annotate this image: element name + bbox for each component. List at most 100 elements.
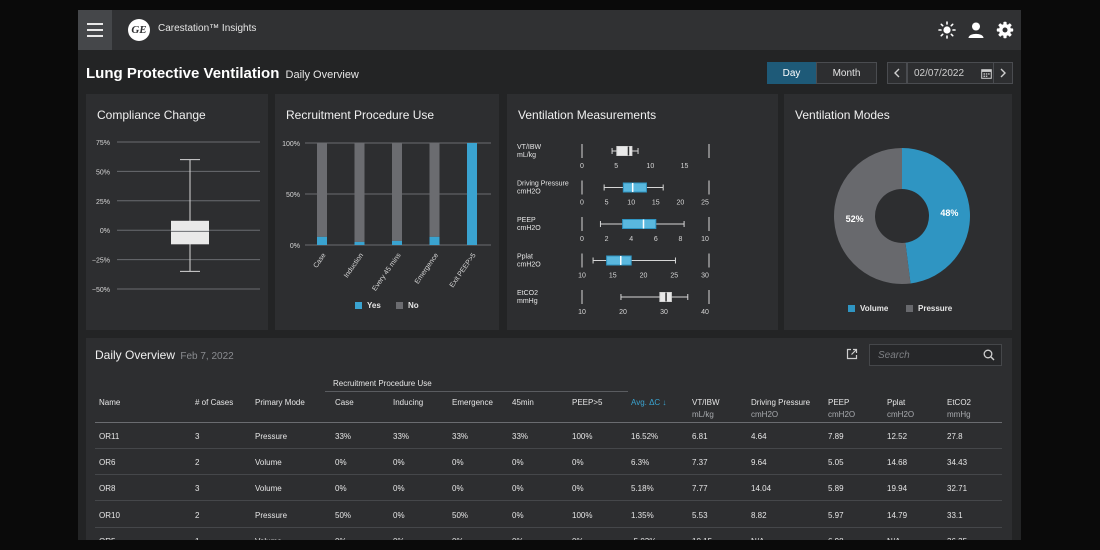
table-cell: 0% (393, 510, 405, 520)
table-cell: 7.89 (828, 432, 844, 441)
table-row[interactable]: OR11 3 Pressure 33% 33% 33% 33% 100% 16.52% 6.81 4… (95, 423, 1002, 449)
table-cell: 0% (572, 484, 584, 494)
slice-label: 48% (940, 208, 958, 218)
column-header[interactable]: Avg. ΔC ↓ (631, 398, 666, 407)
column-header-label: Emergence (452, 398, 493, 407)
column-header[interactable]: PEEP>5 (572, 398, 602, 407)
column-header[interactable]: Emergence (452, 398, 493, 407)
legend-label-no: No (408, 301, 419, 310)
y-tick-label: 0% (100, 228, 110, 235)
column-header-unit: cmH2O (828, 410, 856, 419)
external-link-icon[interactable] (846, 348, 858, 360)
gear-icon[interactable] (996, 21, 1014, 39)
table-title-text: Daily Overview (95, 348, 176, 362)
column-header[interactable]: Pplat cmH2O (887, 398, 914, 419)
column-header[interactable]: Name (99, 398, 120, 407)
column-header-unit: cmH2O (887, 410, 915, 419)
measure-unit: cmH2O (517, 189, 541, 196)
bar-no (392, 143, 402, 241)
date-value: 02/07/2022 (914, 67, 965, 79)
table-cell: N/A (887, 537, 900, 540)
x-tick-label: 8 (678, 236, 682, 243)
measure-label: Driving Pressure (517, 181, 569, 188)
table-cell: OR8 (99, 484, 116, 494)
column-header-label: # of Cases (195, 398, 234, 407)
x-tick-label: 5 (605, 200, 609, 207)
chevron-left-icon[interactable] (887, 62, 907, 84)
y-tick-label: 50% (286, 192, 300, 199)
y-tick-label: 50% (96, 169, 110, 176)
table-cell: 1.35% (631, 510, 654, 520)
table-cell: OR11 (99, 432, 120, 441)
table-cell: 0% (512, 484, 524, 494)
page-title: Lung Protective Ventilation Daily Overvi… (86, 65, 359, 82)
column-header[interactable]: 45min (512, 398, 534, 407)
column-header[interactable]: Primary Mode (255, 398, 305, 407)
x-tick-label: 6 (654, 236, 658, 243)
table-cell: 7.77 (692, 484, 708, 494)
day-toggle[interactable]: Day (767, 62, 816, 84)
x-tick-label: 10 (701, 236, 709, 243)
x-tick-label: Induction (343, 252, 365, 279)
column-header-label: PEEP (828, 398, 850, 407)
bar-no (354, 143, 365, 242)
x-tick-label: 10 (646, 163, 654, 170)
column-header[interactable]: Inducing (393, 398, 423, 407)
table-row[interactable]: OR5 1 Volume 0% 0% 0% 0% 0% -5.03% 10.15 N/A 6.98 N/… (95, 528, 1002, 540)
table-cell: 0% (393, 458, 405, 468)
table-cell: -5.03% (631, 537, 656, 540)
x-tick-label: 20 (677, 200, 685, 207)
calendar-icon[interactable] (981, 68, 992, 79)
legend-swatch-yes (355, 302, 362, 309)
column-header[interactable]: Case (335, 398, 354, 407)
header-divider (95, 422, 1002, 423)
table-cell: 6.98 (828, 537, 844, 540)
date-picker[interactable]: 02/07/2022 (907, 62, 999, 84)
table-cell: 1 (195, 537, 199, 540)
user-icon[interactable] (967, 21, 985, 39)
table-cell: 14.68 (887, 458, 908, 468)
column-header[interactable]: Driving Pressure cmH2O (751, 398, 810, 419)
x-tick-label: 25 (670, 273, 678, 280)
table-cell: 33% (393, 432, 410, 441)
bar-yes (467, 143, 477, 245)
table-cell: 100% (572, 510, 593, 520)
column-header-label: VT/IBW (692, 398, 720, 407)
measure-unit: mL/kg (517, 152, 536, 159)
table-cell: Volume (255, 537, 282, 540)
table-cell: 19.94 (887, 484, 908, 494)
table-row[interactable]: OR10 2 Pressure 50% 0% 50% 0% 100% 1.35% 5.53 8.82… (95, 502, 1002, 528)
table-cell: 0% (335, 537, 347, 540)
table-cell: 5.18% (631, 484, 654, 494)
chevron-right-icon[interactable] (993, 62, 1013, 84)
x-tick-label: Case (313, 252, 328, 269)
table-row[interactable]: OR6 2 Volume 0% 0% 0% 0% 0% 6.3% 7.37 9.64 5.05 14.6… (95, 449, 1002, 476)
search-icon[interactable] (983, 349, 995, 361)
table-cell: 0% (512, 537, 524, 540)
x-tick-label: 10 (578, 273, 586, 280)
search-input[interactable] (870, 345, 980, 365)
app-window: GE Carestation™ Insights (78, 10, 1021, 540)
table-cell: 5.97 (828, 510, 844, 520)
column-header[interactable]: # of Cases (195, 398, 233, 407)
x-tick-label: 30 (660, 309, 668, 316)
card-title: Ventilation Measurements (518, 108, 657, 122)
column-header[interactable]: EtCO2 mmHg (947, 398, 971, 419)
month-toggle[interactable]: Month (816, 62, 877, 84)
y-tick-label: 75% (96, 140, 110, 147)
sun-icon[interactable] (938, 21, 956, 39)
column-header-unit: mL/kg (692, 410, 714, 419)
column-header[interactable]: VT/IBW mL/kg (692, 398, 720, 419)
table-cell: 33% (512, 432, 529, 441)
bar-yes (354, 241, 365, 245)
table-cell: Pressure (255, 432, 288, 441)
table-cell: 5.53 (692, 510, 708, 520)
x-tick-label: 2 (605, 236, 609, 243)
x-tick-label: 15 (609, 273, 617, 280)
column-header[interactable]: PEEP cmH2O (828, 398, 855, 419)
table-row[interactable]: OR8 3 Volume 0% 0% 0% 0% 0% 5.18% 7.77 14.04 5.89 19… (95, 475, 1002, 502)
card-title: Compliance Change (97, 108, 206, 122)
x-tick-label: 15 (681, 163, 689, 170)
table-cell: OR10 (99, 510, 120, 520)
hamburger-icon[interactable] (78, 10, 112, 50)
